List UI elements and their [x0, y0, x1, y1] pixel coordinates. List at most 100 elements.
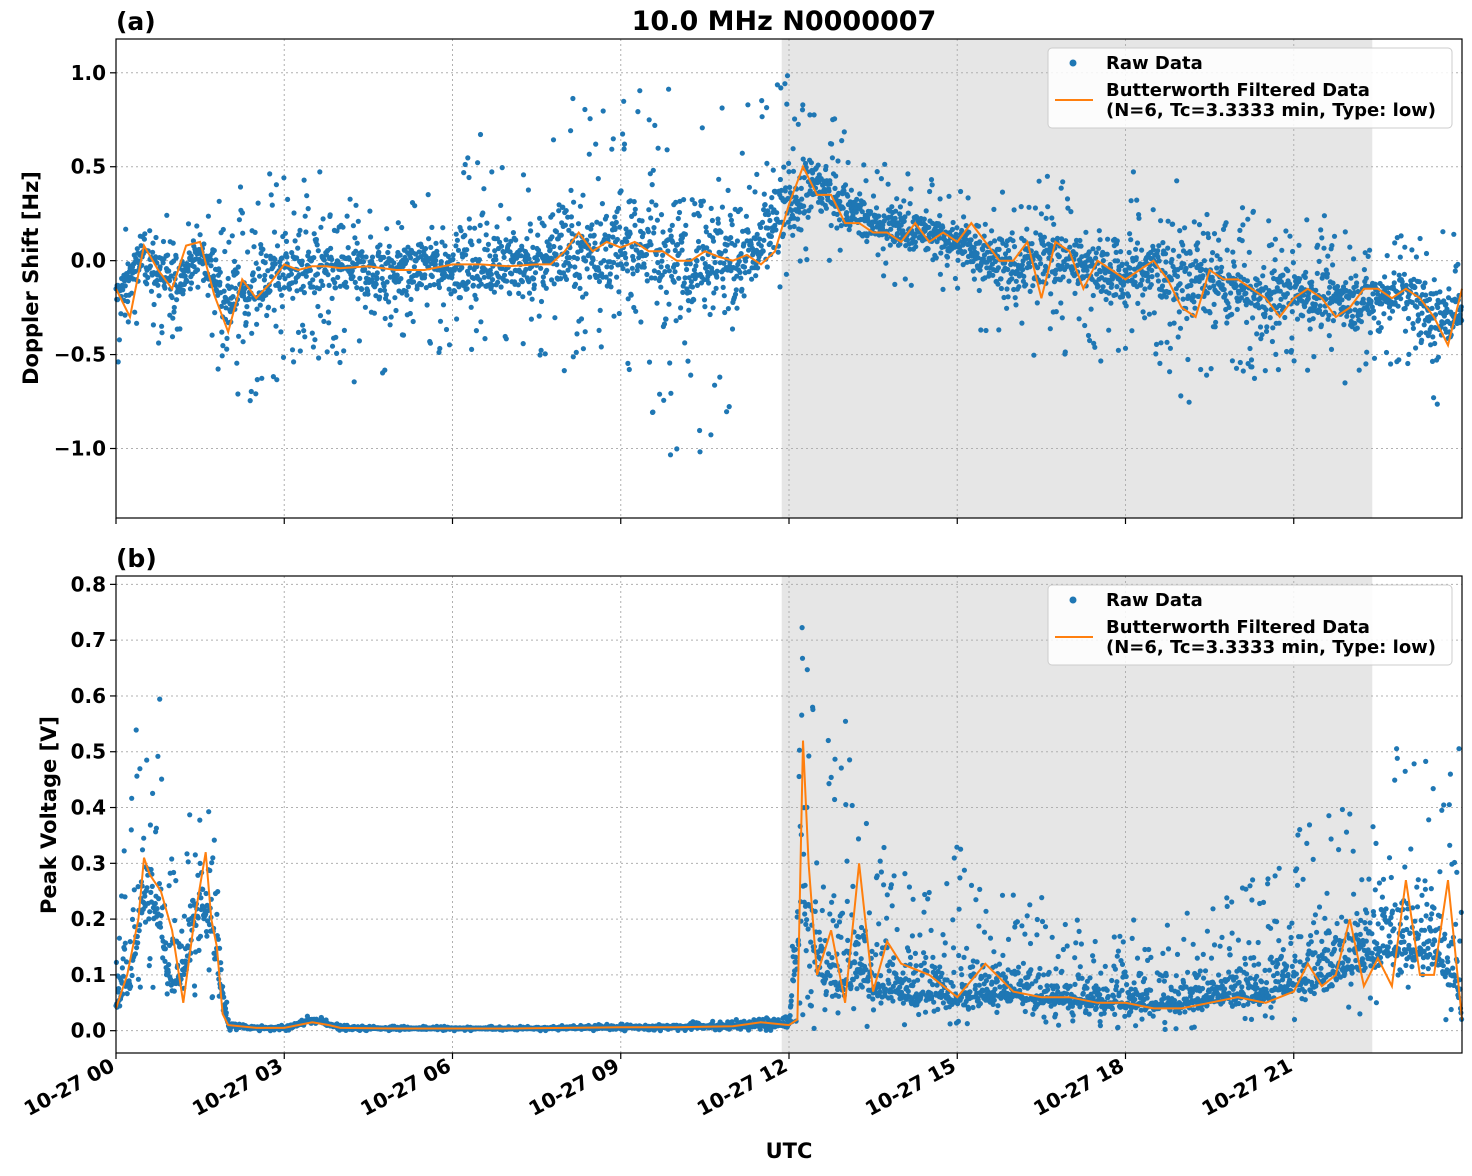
raw-data-point: [351, 223, 356, 228]
raw-data-point: [778, 177, 783, 182]
raw-data-point: [674, 446, 679, 451]
raw-data-point: [761, 238, 766, 243]
raw-data-point: [1140, 292, 1145, 297]
raw-data-point: [1371, 308, 1376, 313]
raw-data-point: [863, 178, 868, 183]
raw-data-point: [1289, 348, 1294, 353]
raw-data-point: [688, 373, 693, 378]
raw-data-point: [267, 171, 272, 176]
raw-data-point: [1193, 259, 1198, 264]
raw-data-point: [1326, 313, 1331, 318]
raw-data-point: [404, 293, 409, 298]
raw-data-point: [1177, 309, 1182, 314]
raw-data-point: [1366, 254, 1371, 259]
raw-data-point: [1021, 274, 1026, 279]
raw-data-point: [587, 152, 592, 157]
panel-a-legend-raw-marker: [1070, 60, 1077, 67]
raw-data-point: [1168, 346, 1173, 351]
raw-data-point: [1216, 291, 1221, 296]
raw-data-point: [503, 237, 508, 242]
raw-data-point: [1170, 222, 1175, 227]
raw-data-point: [798, 227, 803, 232]
raw-data-point: [408, 297, 413, 302]
raw-data-point: [720, 105, 725, 110]
raw-data-point: [1311, 316, 1316, 321]
raw-data-point: [1405, 361, 1410, 366]
raw-data-point: [479, 282, 484, 287]
raw-data-point: [1372, 315, 1377, 320]
raw-data-point: [321, 319, 326, 324]
raw-data-point: [609, 147, 614, 152]
raw-data-point: [298, 348, 303, 353]
raw-data-point: [1413, 345, 1418, 350]
raw-data-point: [758, 225, 763, 230]
raw-data-point: [401, 333, 406, 338]
raw-data-point: [662, 269, 667, 274]
raw-data-point: [1178, 393, 1183, 398]
raw-data-point: [827, 258, 832, 263]
raw-data-point: [648, 215, 653, 220]
raw-data-point: [469, 347, 474, 352]
raw-data-point: [823, 164, 828, 169]
raw-data-point: [893, 216, 898, 221]
raw-data-point: [1061, 274, 1066, 279]
raw-data-point: [798, 258, 803, 263]
raw-data-point: [384, 226, 389, 231]
raw-data-point: [1446, 286, 1451, 291]
raw-data-point: [1359, 319, 1364, 324]
raw-data-point: [1406, 316, 1411, 321]
raw-data-point: [541, 274, 546, 279]
raw-data-point: [124, 959, 129, 964]
raw-data-point: [304, 274, 309, 279]
panel-a-y-tick-label: −0.5: [54, 343, 106, 367]
raw-data-point: [273, 261, 278, 266]
raw-data-point: [973, 234, 978, 239]
raw-data-point: [1341, 322, 1346, 327]
raw-data-point: [903, 276, 908, 281]
raw-data-point: [296, 330, 301, 335]
raw-data-point: [1214, 265, 1219, 270]
raw-data-point: [1091, 293, 1096, 298]
raw-data-point: [803, 246, 808, 251]
raw-data-point: [864, 239, 869, 244]
raw-data-point: [212, 248, 217, 253]
raw-data-point: [785, 73, 790, 78]
raw-data-point: [1282, 315, 1287, 320]
raw-data-point: [1185, 357, 1190, 362]
raw-data-point: [502, 273, 507, 278]
raw-data-point: [1219, 265, 1224, 270]
raw-data-point: [1392, 240, 1397, 245]
raw-data-point: [1224, 320, 1229, 325]
raw-data-point: [1135, 240, 1140, 245]
raw-data-point: [1118, 249, 1123, 254]
raw-data-point: [676, 216, 681, 221]
raw-data-point: [543, 351, 548, 356]
raw-data-point: [651, 230, 656, 235]
raw-data-point: [587, 275, 592, 280]
raw-data-point: [1184, 266, 1189, 271]
raw-data-point: [1164, 340, 1169, 345]
raw-data-point: [774, 210, 779, 215]
raw-data-point: [320, 283, 325, 288]
raw-data-point: [172, 305, 177, 310]
raw-data-point: [1343, 229, 1348, 234]
raw-data-point: [1163, 259, 1168, 264]
raw-data-point: [1109, 282, 1114, 287]
raw-data-point: [976, 224, 981, 229]
raw-data-point: [937, 213, 942, 218]
raw-data-point: [195, 285, 200, 290]
raw-data-point: [642, 265, 647, 270]
raw-data-point: [442, 243, 447, 248]
raw-data-point: [1315, 271, 1320, 276]
raw-data-point: [533, 270, 538, 275]
panel-a-y-tick-label: 0.5: [71, 155, 106, 179]
raw-data-point: [129, 827, 134, 832]
raw-data-point: [345, 214, 350, 219]
raw-data-point: [1157, 258, 1162, 263]
raw-data-point: [1367, 248, 1372, 253]
raw-data-point: [357, 276, 362, 281]
raw-data-point: [611, 136, 616, 141]
raw-data-point: [1035, 300, 1040, 305]
raw-data-point: [116, 986, 121, 991]
raw-data-point: [760, 114, 765, 119]
